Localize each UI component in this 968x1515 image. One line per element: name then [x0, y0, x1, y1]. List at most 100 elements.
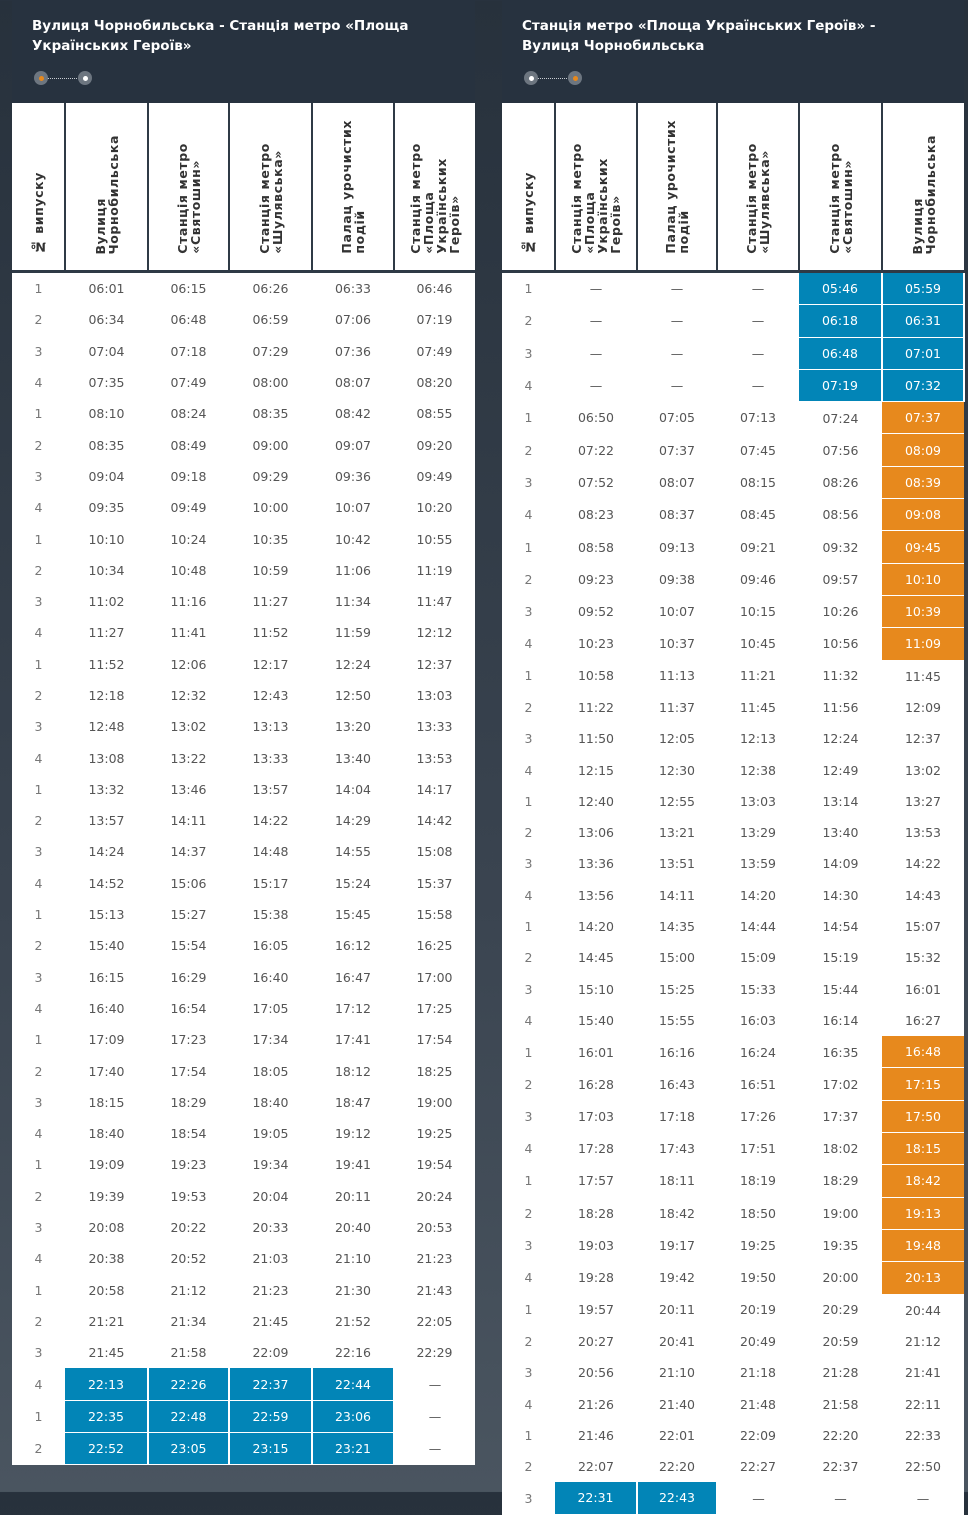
- departure-time: 21:30: [334, 1282, 372, 1298]
- table-row: 2 14:45 15:00 15:09 15:19 15:32: [502, 942, 964, 973]
- release-number: 2: [524, 950, 533, 966]
- departure-time: 12:32: [170, 688, 207, 703]
- departure-time: 08:55: [416, 406, 453, 422]
- departure-time: 07:05: [658, 410, 696, 426]
- departure-time: 08:35: [252, 406, 289, 422]
- departure-time: 21:40: [658, 1396, 696, 1412]
- column-header-label: Вулиця Чорнобильська: [92, 134, 121, 254]
- departure-time: 16:40: [252, 969, 289, 985]
- release-number: 3: [524, 1490, 533, 1506]
- departure-time: 18:15: [88, 1094, 125, 1110]
- departure-time: 17:02: [822, 1076, 859, 1092]
- release-number: 4: [524, 378, 533, 394]
- table-row: 4 14:52 15:06 15:17 15:24 15:37: [12, 868, 475, 899]
- departure-time: 06:34: [88, 312, 125, 328]
- departure-time: 11:19: [416, 562, 453, 578]
- departure-time: 20:40: [334, 1220, 372, 1236]
- departure-time: 19:57: [577, 1302, 615, 1318]
- departure-time: 12:37: [904, 731, 942, 747]
- panel-header: Вулиця Чорнобильська - Станція метро «Пл…: [12, 0, 475, 103]
- schedule-panel-return: Станція метро «Площа Українських Героїв»…: [502, 0, 965, 1515]
- release-number: 1: [524, 793, 533, 809]
- departure-time-highlight-orange: 19:48: [882, 1229, 964, 1263]
- departure-time: 21:21: [88, 1313, 125, 1329]
- departure-time: 07:45: [739, 442, 777, 458]
- table-row: 4 09:35 09:49 10:00 10:07 10:20: [12, 492, 475, 523]
- departure-time: 19:50: [739, 1270, 777, 1286]
- departure-time: 10:10: [88, 531, 125, 547]
- departure-time: 22:05: [416, 1313, 453, 1329]
- route-dots-icon[interactable]: [524, 71, 584, 85]
- release-number: 2: [524, 700, 533, 715]
- release-number: 1: [524, 1044, 533, 1060]
- departure-time: 08:23: [577, 507, 615, 523]
- departure-time: 20:00: [822, 1270, 859, 1286]
- departure-time: 11:59: [334, 625, 372, 641]
- release-number: 1: [34, 1157, 43, 1173]
- table-row: 3 20:08 20:22 20:33 20:40 20:53: [12, 1212, 475, 1243]
- departure-time: 18:28: [577, 1205, 615, 1221]
- departure-time: 07:56: [822, 442, 859, 458]
- departure-time: 14:45: [577, 950, 615, 966]
- release-number: 4: [524, 887, 533, 903]
- release-number: 3: [524, 345, 533, 361]
- departure-time: 17:23: [170, 1032, 207, 1048]
- departure-time: 21:23: [252, 1282, 289, 1298]
- departure-time: 09:35: [88, 500, 125, 516]
- departure-time: 14:09: [822, 856, 859, 872]
- departure-time: 15:24: [334, 875, 372, 891]
- departure-time: 19:53: [170, 1188, 207, 1204]
- departure-time: 11:41: [170, 625, 207, 641]
- departure-time: 09:21: [739, 539, 777, 555]
- departure-time: 13:32: [88, 781, 125, 797]
- departure-time: 13:33: [416, 719, 453, 735]
- release-number: 3: [524, 1108, 533, 1124]
- table-row: 4 07:35 07:49 08:00 08:07 08:20: [12, 367, 475, 398]
- table-row: 2 22:52 23:05 23:15 23:21 —: [12, 1432, 475, 1466]
- table-row: 2 08:35 08:49 09:00 09:07 09:20: [12, 429, 475, 460]
- route-dots-icon[interactable]: [34, 71, 94, 85]
- departure-time: 11:27: [252, 594, 289, 610]
- departure-time: 07:52: [577, 474, 615, 490]
- departure-time-highlight-blue: 05:59: [882, 271, 965, 306]
- departure-time: 13:14: [822, 793, 859, 809]
- departure-time-highlight-blue: 23:05: [148, 1432, 230, 1466]
- table-row: 2 06:34 06:48 06:59 07:06 07:19: [12, 304, 475, 335]
- release-number: 2: [524, 1333, 533, 1349]
- departure-time: 20:04: [252, 1188, 289, 1204]
- departure-time: 16:40: [88, 1000, 125, 1016]
- departure-time-highlight-orange: 10:39: [882, 595, 964, 629]
- departure-time: 20:56: [577, 1365, 615, 1381]
- departure-time: 22:07: [577, 1459, 615, 1475]
- departure-time: 11:02: [88, 594, 125, 610]
- departure-time: 21:23: [416, 1251, 453, 1267]
- table-row: 2 10:34 10:48 10:59 11:06 11:19: [12, 555, 475, 586]
- departure-time: 15:40: [88, 938, 125, 954]
- departure-time-highlight-orange: 08:39: [882, 466, 964, 500]
- departure-time: 10:07: [334, 500, 372, 516]
- departure-time: 21:45: [252, 1313, 289, 1329]
- departure-time: 18:40: [252, 1094, 289, 1110]
- departure-time: 09:36: [334, 468, 372, 484]
- departure-time: 17:51: [739, 1141, 777, 1157]
- departure-time: 21:18: [739, 1365, 777, 1381]
- departure-time: 16:29: [170, 969, 207, 985]
- departure-time: 10:07: [658, 604, 696, 620]
- departure-time: 15:44: [822, 981, 859, 997]
- departure-time: 09:04: [88, 468, 125, 484]
- column-header-label: Вулиця Чорнобильська: [909, 134, 938, 254]
- departure-time: 22:09: [252, 1345, 289, 1361]
- departure-time: 21:46: [577, 1427, 615, 1443]
- departure-time: 22:50: [904, 1459, 942, 1475]
- departure-time: 14:55: [334, 844, 372, 860]
- departure-time: 22:37: [822, 1459, 859, 1475]
- departure-time: 07:36: [334, 343, 372, 359]
- departure-time: 19:39: [88, 1188, 125, 1204]
- release-number: 1: [34, 1282, 43, 1298]
- departure-time: 14:37: [170, 844, 207, 860]
- departure-time: 15:25: [658, 981, 696, 997]
- release-number: 1: [524, 281, 533, 297]
- release-number: 4: [524, 762, 533, 778]
- table-row: 4 12:15 12:30 12:38 12:49 13:02: [502, 754, 964, 785]
- column-header: Станція метро «Шулявська»: [717, 103, 800, 273]
